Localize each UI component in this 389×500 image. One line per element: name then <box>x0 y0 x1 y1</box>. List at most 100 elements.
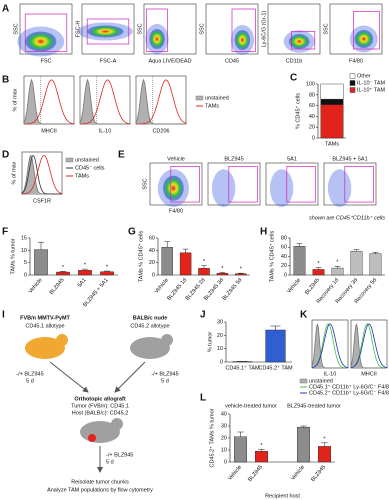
legend-label: IL-10⁻ TAM <box>357 80 385 86</box>
panel-label: D <box>2 150 9 161</box>
bar <box>100 271 114 276</box>
panel-label: B <box>2 75 9 86</box>
x-axis-label: CD45 <box>225 58 239 64</box>
error-bar <box>103 270 111 272</box>
bar-segment <box>320 104 344 139</box>
error-bar <box>315 267 322 270</box>
graft-host: Host (BALB/c): CD45.2 <box>72 410 129 416</box>
y-axis-label: SSC <box>323 23 329 34</box>
histogram <box>135 78 186 125</box>
y-axis-label: Ly-6C/G (Gr-1) <box>261 11 267 48</box>
duration: 5 d <box>161 378 169 384</box>
error-bar <box>334 265 341 269</box>
error-bar <box>270 325 281 330</box>
legend-swatch <box>349 87 356 93</box>
x-axis-label: CSF1R <box>33 198 51 204</box>
bar <box>331 267 344 276</box>
condition-label: BLZ945 + 5A1 <box>332 156 367 162</box>
significance: * <box>317 261 320 267</box>
flow-plot <box>265 162 319 206</box>
y-tick-label: 15 <box>21 235 27 241</box>
histogram <box>350 323 387 369</box>
bar <box>216 272 229 276</box>
x-axis-label: F4/80 <box>169 208 183 214</box>
flow-plot <box>329 3 383 55</box>
legend-label: Other <box>357 73 371 79</box>
gate <box>170 166 200 203</box>
legend-swatch <box>195 95 204 101</box>
error-bar <box>201 265 207 269</box>
bar <box>198 268 210 276</box>
y-tick-label: 10 <box>21 248 27 254</box>
error-bar <box>219 272 226 274</box>
y-tick-label: 0 <box>220 359 223 365</box>
histogram <box>136 79 187 125</box>
histogram <box>80 79 131 125</box>
significance: * <box>336 260 339 266</box>
x-tick-label: Vehicle <box>227 464 243 481</box>
x-axis-label: CD206 <box>152 128 169 134</box>
bar <box>161 247 173 276</box>
legend-label: IL-10⁺ TAM <box>357 86 385 93</box>
significance: * <box>84 263 87 269</box>
error-bar <box>296 243 303 247</box>
error-bar <box>37 241 45 250</box>
error-bar <box>182 248 189 253</box>
error-bar <box>300 425 307 428</box>
x-tick-label: BLZ945 <box>304 277 321 296</box>
significance: * <box>221 266 224 272</box>
legend-label: unstained <box>205 95 229 101</box>
error-bar <box>59 271 67 273</box>
y-axis-label: SSC <box>13 23 19 34</box>
legend-label: TAMs <box>205 103 219 109</box>
y-tick-label: 0 <box>152 272 155 278</box>
bar <box>312 269 325 276</box>
x-axis-label: MHCII <box>361 371 377 377</box>
donor-name: FVB/n MMTV-PyMT <box>20 315 70 321</box>
condition-label: Vehicle <box>167 156 185 162</box>
x-tick-label: CD45.1⁺ TAM <box>225 364 260 371</box>
y-tick-label: 20 <box>309 125 315 131</box>
panel-label: E <box>118 150 125 161</box>
y-tick-label: 60 <box>149 235 155 241</box>
error-bar <box>321 442 328 447</box>
panel-label: G <box>128 227 136 238</box>
y-tick-label: 20 <box>281 263 287 269</box>
legend-label: CD45⁻ cells <box>75 165 105 171</box>
y-axis-label: CD45.2⁺ TAMs % tumor <box>208 408 215 467</box>
flow-scatter <box>211 169 236 208</box>
legend-swatch <box>299 378 308 384</box>
x-axis-label: FSC-A <box>100 58 117 64</box>
bar <box>56 271 70 276</box>
bar-segment <box>320 83 344 100</box>
gate <box>24 13 68 52</box>
donor-mouse <box>25 337 65 359</box>
gate <box>344 166 374 203</box>
group-label: BLZ945-treated tumor <box>287 403 341 409</box>
gate <box>231 8 256 52</box>
bar <box>265 329 286 363</box>
flow-plot <box>323 162 377 206</box>
arrow <box>114 361 146 393</box>
tumor <box>88 434 96 442</box>
panel-label: C <box>290 73 297 84</box>
legend-label: CD45.2⁺ CD11b⁺ Ly-6G/C⁻ F4/80⁺ TAM <box>309 389 389 396</box>
y-tick-label: 0 <box>312 135 315 141</box>
y-tick-label: 20 <box>221 435 227 441</box>
histogram <box>23 78 74 125</box>
bar <box>369 253 382 276</box>
legend-swatch <box>349 73 356 79</box>
x-axis-label: FSC <box>41 58 52 64</box>
x-axis-label: F4/80 <box>349 58 363 64</box>
x-tick-label: Vehicle <box>290 464 306 481</box>
legend-label: CD45.1⁺ CD11b⁺ Ly-6G/C⁻ F4/80⁺ TAM <box>309 383 389 390</box>
y-tick-label: 30 <box>221 423 227 429</box>
panel-label: I <box>2 310 5 321</box>
y-tick-label: 5 <box>24 260 27 266</box>
y-axis-label: TAMs % CD45⁺ cells <box>268 231 275 283</box>
y-axis-label: % tumor <box>207 332 213 353</box>
significance: * <box>323 436 326 442</box>
condition-label: BLZ945 <box>224 156 243 162</box>
legend-swatch <box>349 80 356 86</box>
bar <box>78 270 92 276</box>
